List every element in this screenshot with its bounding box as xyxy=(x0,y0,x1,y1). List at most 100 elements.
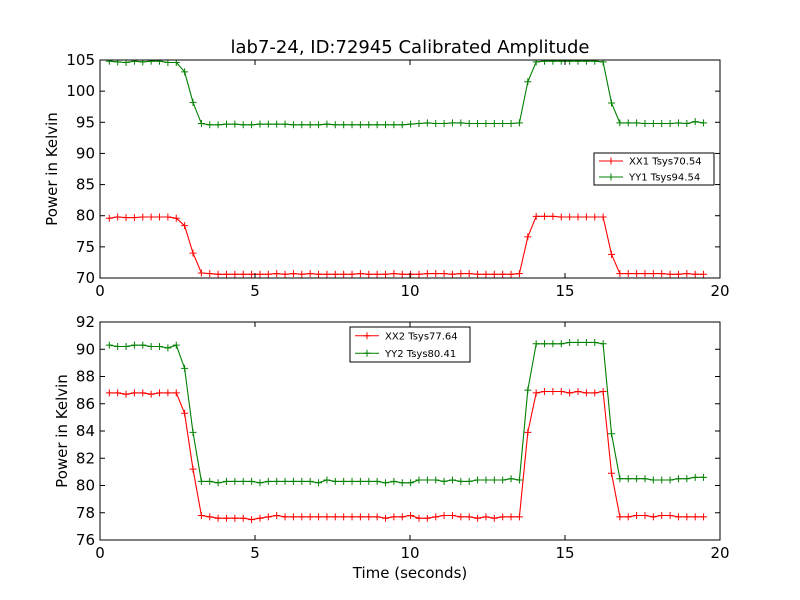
data-point xyxy=(214,121,222,129)
data-point xyxy=(298,121,306,129)
data-point xyxy=(214,479,222,487)
data-point xyxy=(532,60,540,66)
data-point xyxy=(356,477,364,485)
x-tick-label: 5 xyxy=(250,544,260,562)
data-point xyxy=(440,511,448,519)
data-point xyxy=(490,120,498,128)
data-point xyxy=(633,270,641,278)
data-point xyxy=(306,121,314,129)
data-point xyxy=(365,513,373,521)
data-point xyxy=(624,513,632,521)
data-point xyxy=(323,120,331,128)
data-point xyxy=(633,119,641,127)
data-point xyxy=(448,476,456,484)
data-point xyxy=(248,516,256,524)
data-point xyxy=(206,477,214,485)
data-point xyxy=(691,118,699,126)
data-point xyxy=(457,119,465,127)
data-point xyxy=(256,120,264,128)
y-tick-label: 70 xyxy=(76,269,95,287)
series-2 xyxy=(105,60,708,129)
data-point xyxy=(465,477,473,485)
y-tick-label: 80 xyxy=(76,207,95,225)
data-point xyxy=(382,479,390,487)
data-point xyxy=(415,120,423,128)
legend-marker xyxy=(607,173,615,181)
data-point xyxy=(465,513,473,521)
data-point xyxy=(323,476,331,484)
data-point xyxy=(674,119,682,127)
x-tick-label: 0 xyxy=(95,544,105,562)
data-point xyxy=(616,119,624,127)
data-point xyxy=(415,514,423,522)
data-point xyxy=(457,477,465,485)
y-tick-label: 95 xyxy=(76,113,95,131)
data-point xyxy=(306,270,314,278)
data-point xyxy=(415,476,423,484)
data-point xyxy=(465,120,473,128)
data-point xyxy=(248,477,256,485)
data-point xyxy=(448,511,456,519)
y-tick-label: 86 xyxy=(76,395,95,413)
series-1 xyxy=(105,387,708,524)
data-point xyxy=(181,222,189,230)
x-tick-label: 10 xyxy=(400,544,419,562)
data-point xyxy=(340,270,348,278)
data-point xyxy=(222,270,230,278)
data-point xyxy=(331,121,339,129)
data-point xyxy=(591,60,599,65)
legend-box xyxy=(593,152,715,186)
data-point xyxy=(658,270,666,278)
data-point xyxy=(382,270,390,278)
data-point xyxy=(105,389,113,397)
data-point xyxy=(515,119,523,127)
data-point xyxy=(683,513,691,521)
data-point xyxy=(398,479,406,487)
series-1 xyxy=(105,212,708,278)
data-point xyxy=(298,477,306,485)
y-tick-label: 88 xyxy=(76,368,95,386)
data-point xyxy=(474,514,482,522)
data-point xyxy=(515,476,523,484)
x-axis-label: Time (seconds) xyxy=(352,564,468,582)
data-point xyxy=(373,477,381,485)
data-point xyxy=(641,475,649,483)
y-axis-label: Power in Kelvin xyxy=(53,374,71,488)
data-point xyxy=(181,364,189,372)
data-point xyxy=(608,430,615,438)
data-point xyxy=(147,343,155,351)
data-point xyxy=(683,270,691,278)
data-point xyxy=(624,475,632,483)
data-point xyxy=(691,473,699,481)
data-point xyxy=(306,477,314,485)
data-point xyxy=(139,389,147,397)
data-point xyxy=(231,270,239,278)
data-point xyxy=(181,68,189,76)
data-point xyxy=(474,270,482,278)
data-point xyxy=(197,120,205,128)
y-tick-label: 76 xyxy=(76,531,95,549)
data-point xyxy=(114,389,122,397)
data-point xyxy=(340,121,348,129)
data-point xyxy=(398,121,406,129)
data-point xyxy=(566,60,574,65)
data-point xyxy=(490,476,498,484)
x-tick-label: 5 xyxy=(250,282,260,300)
data-point xyxy=(608,250,615,258)
data-point xyxy=(156,60,164,65)
data-point xyxy=(105,341,113,349)
x-tick-label: 0 xyxy=(95,282,105,300)
data-point xyxy=(532,340,540,348)
data-point xyxy=(273,120,281,128)
data-point xyxy=(248,270,256,278)
data-point xyxy=(130,389,138,397)
data-point xyxy=(666,270,674,278)
data-point xyxy=(407,479,415,487)
data-point xyxy=(147,213,155,221)
data-point xyxy=(415,270,423,278)
data-point xyxy=(189,465,197,473)
data-point xyxy=(340,477,348,485)
data-point xyxy=(541,60,549,65)
data-point xyxy=(206,513,214,521)
